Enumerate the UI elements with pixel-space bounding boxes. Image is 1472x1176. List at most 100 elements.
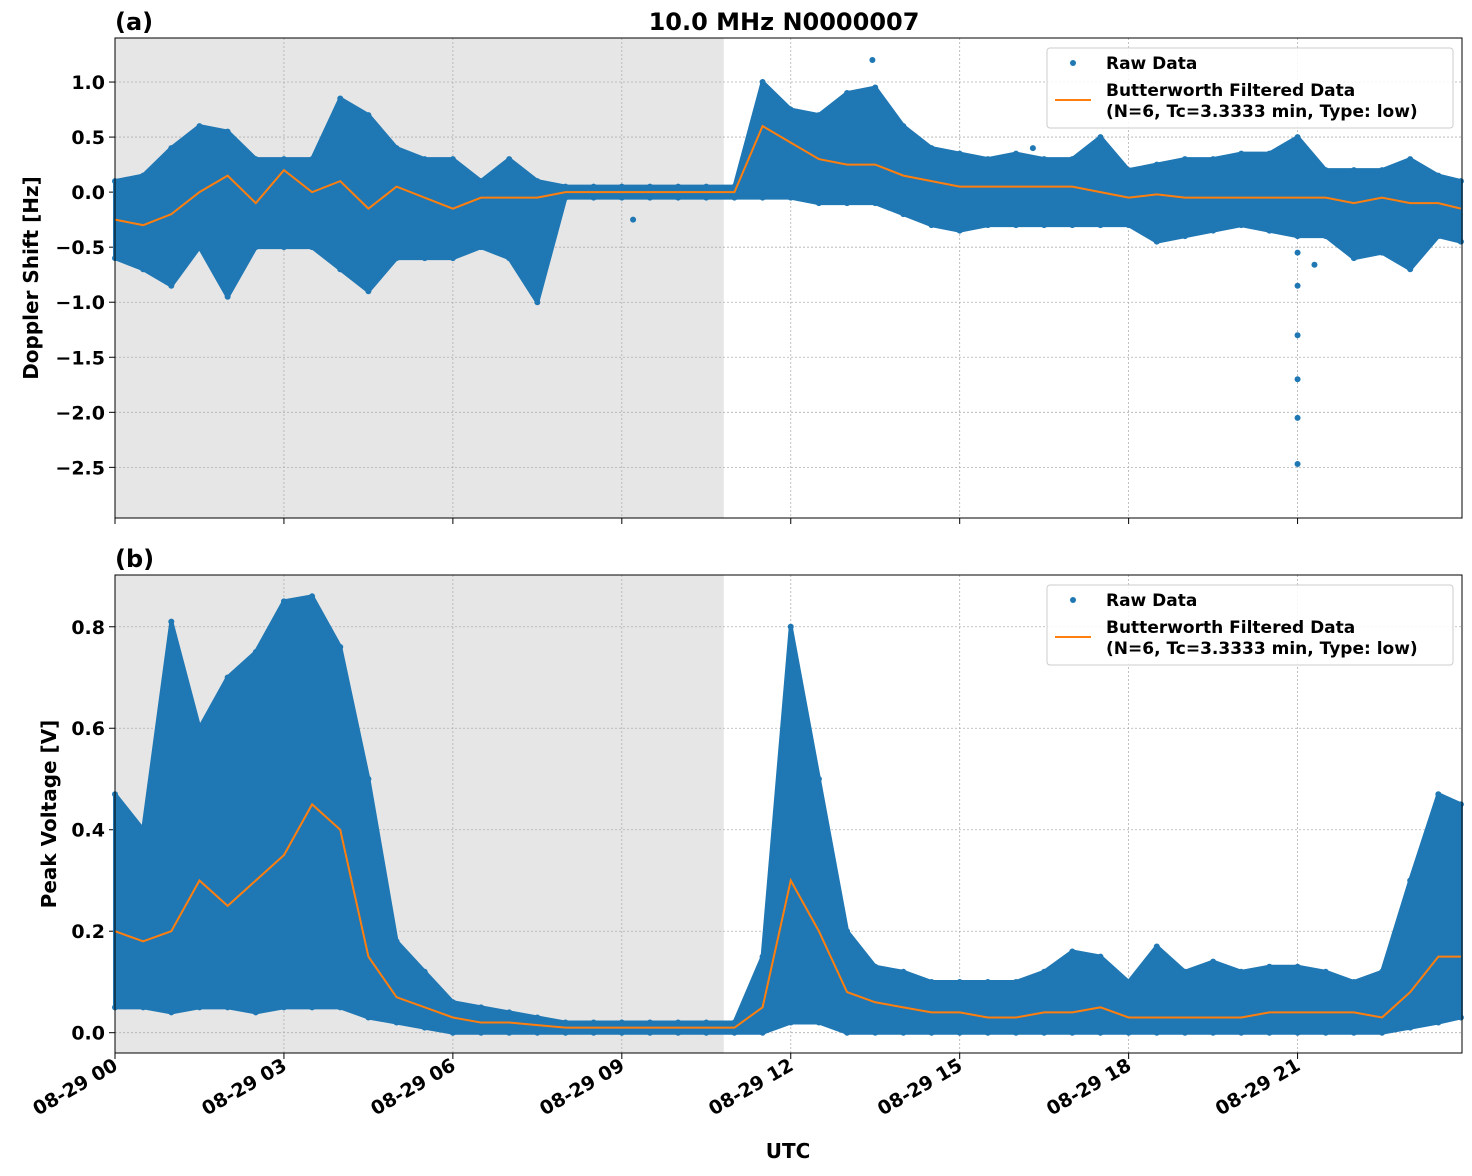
raw-data-point (1238, 150, 1245, 157)
raw-data-point (1322, 167, 1329, 174)
raw-data-outlier (1294, 249, 1301, 256)
x-tick-label: 08-29 15 (874, 1054, 966, 1120)
raw-data-point (449, 1029, 456, 1036)
raw-data-point (421, 968, 428, 975)
raw-data-point (618, 1029, 625, 1036)
raw-data-point (224, 674, 231, 681)
panel-label: (a) (115, 8, 153, 36)
raw-data-point (1294, 134, 1301, 141)
raw-data-point (506, 1029, 513, 1036)
raw-data-point (1266, 963, 1273, 970)
x-tick-label: 08-29 03 (198, 1054, 290, 1120)
raw-data-point (534, 1029, 541, 1036)
legend-label: Raw Data (1106, 591, 1197, 611)
raw-data-point (280, 156, 287, 163)
raw-data-point (168, 1009, 175, 1016)
raw-data-point (900, 211, 907, 218)
raw-data-point (787, 623, 794, 630)
raw-data-point (365, 288, 372, 295)
raw-data-point (1153, 1029, 1160, 1036)
y-tick-label: 0.4 (71, 820, 105, 842)
raw-data-point (1097, 953, 1104, 960)
panel-b: 08-29 00 08-29 03 08-29 06 08-29 09 08-29 12… (29, 545, 1464, 1120)
raw-data-point (1013, 222, 1020, 229)
raw-data-point (1238, 222, 1245, 229)
y-tick-label: 0.0 (71, 182, 105, 204)
raw-data-point (1435, 233, 1442, 240)
raw-data-point (337, 644, 344, 651)
raw-data-point (309, 1004, 316, 1011)
raw-data-point (1181, 156, 1188, 163)
raw-data-point (252, 156, 259, 163)
filtered-data-line (114, 802, 1461, 1029)
raw-data-point (731, 1019, 738, 1026)
legend: Raw Data Butterworth Filtered Data(N=6, T… (1046, 584, 1454, 666)
raw-data-point (1013, 150, 1020, 157)
raw-data-point (168, 145, 175, 152)
raw-data-point (787, 1019, 794, 1026)
raw-data-point (844, 90, 851, 97)
raw-data-point (1407, 877, 1414, 884)
raw-data-point (956, 978, 963, 985)
raw-data-point (252, 649, 259, 656)
x-tick-label: 08-29 21 (1212, 1054, 1304, 1120)
y-tick-label: 0.5 (71, 127, 105, 149)
raw-data-point (646, 1019, 653, 1026)
raw-data-point (703, 1029, 710, 1036)
raw-data-point (731, 194, 738, 201)
raw-data-point (1069, 948, 1076, 955)
raw-data-point (449, 156, 456, 163)
raw-data-point (590, 1029, 597, 1036)
raw-data-point (1125, 222, 1132, 229)
y-tick-label: −0.5 (55, 237, 105, 259)
legend-label: Butterworth Filtered Data (1106, 81, 1355, 101)
raw-data-point (1435, 172, 1442, 179)
x-tick-label: 08-29 00 (29, 1054, 121, 1120)
raw-data-point (1322, 968, 1329, 975)
raw-data-point (815, 200, 822, 207)
raw-data-point (506, 1009, 513, 1016)
raw-data-point (1041, 1029, 1048, 1036)
x-tick-label: 08-29 12 (705, 1054, 797, 1120)
raw-data-point (252, 244, 259, 251)
raw-data-point (1379, 1029, 1386, 1036)
raw-data-point (506, 255, 513, 262)
raw-data-point (928, 145, 935, 152)
raw-data-point (1322, 233, 1329, 240)
raw-data-outlier (1294, 332, 1301, 339)
raw-data-point (1041, 968, 1048, 975)
raw-data-outlier (630, 216, 637, 223)
raw-data-point (1238, 1029, 1245, 1036)
raw-data-point (421, 1024, 428, 1031)
raw-data-point (140, 266, 147, 273)
raw-data-point (1322, 1029, 1329, 1036)
raw-data-point (365, 775, 372, 782)
raw-data-point (309, 244, 316, 251)
raw-data-outlier (1311, 261, 1318, 268)
raw-data-point (140, 172, 147, 179)
y-tick-label: −1.0 (55, 292, 105, 314)
raw-data-point (478, 1029, 485, 1036)
legend-label: (N=6, Tc=3.3333 min, Type: low) (1106, 639, 1418, 659)
raw-data-point (590, 183, 597, 190)
panel-a: 1.0 0.5 0.0 −0.5 −1.0 −1.5 −2.0 −2.5 (a) Doppler … (19, 8, 1464, 524)
raw-data-point (1097, 134, 1104, 141)
raw-data-point (309, 593, 316, 600)
raw-data-point (168, 618, 175, 625)
raw-data-outlier (1294, 461, 1301, 468)
raw-data-point (1407, 1024, 1414, 1031)
raw-data-point (1350, 978, 1357, 985)
raw-data-point (1041, 156, 1048, 163)
raw-data-point (1210, 156, 1217, 163)
raw-data-point (1294, 963, 1301, 970)
panel-label: (b) (115, 545, 154, 573)
raw-data-point (1435, 791, 1442, 798)
raw-data-point (984, 222, 991, 229)
raw-data-outlier (1294, 282, 1301, 289)
raw-data-point (1379, 249, 1386, 256)
raw-data-point (168, 282, 175, 289)
raw-data-point (1153, 238, 1160, 245)
raw-data-point (675, 1029, 682, 1036)
raw-data-point (1457, 801, 1464, 808)
raw-data-point (1379, 167, 1386, 174)
